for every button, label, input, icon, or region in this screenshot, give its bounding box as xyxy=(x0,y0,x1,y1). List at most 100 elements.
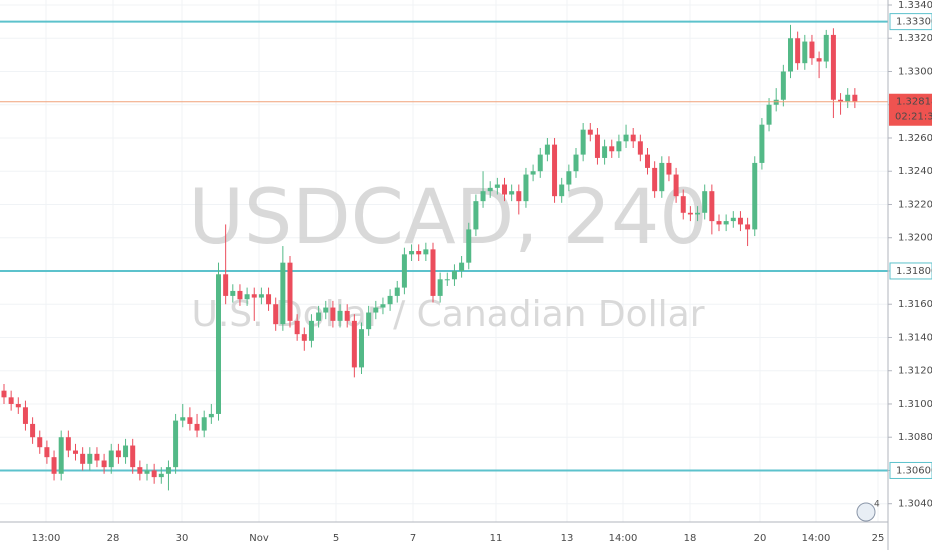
x-tick-label: 13:00 xyxy=(32,533,61,544)
y-tick-label: 1.33400 xyxy=(898,0,932,11)
candle-body xyxy=(201,417,207,431)
candle-body xyxy=(802,41,808,64)
candle-body xyxy=(280,262,286,325)
candle-body xyxy=(1,390,7,398)
candle-body xyxy=(8,397,14,404)
candle-body xyxy=(58,437,64,474)
candle-body xyxy=(723,221,729,225)
last-price-box xyxy=(889,93,932,126)
candle-body xyxy=(330,307,336,321)
candle-body xyxy=(530,171,536,175)
candle-body xyxy=(487,187,493,192)
candle-body xyxy=(387,295,393,305)
candle-body xyxy=(237,290,243,300)
candle-body xyxy=(809,41,815,59)
candle-body xyxy=(516,191,522,202)
candle-body xyxy=(559,184,565,197)
candle-body xyxy=(108,450,114,468)
candle-body xyxy=(823,34,829,62)
candle-body xyxy=(788,38,793,72)
candle-body xyxy=(523,174,529,202)
candle-body xyxy=(594,134,600,158)
candle-body xyxy=(852,94,858,102)
x-tick-label: 14:00 xyxy=(802,533,831,544)
y-tick-label: 1.31000 xyxy=(898,399,932,410)
candle-body xyxy=(795,38,801,64)
candle-body xyxy=(216,274,221,414)
candle-body xyxy=(359,329,364,368)
badge-count[interactable]: 4 xyxy=(874,500,880,510)
x-tick-label: 14:00 xyxy=(609,533,638,544)
candle-body xyxy=(187,417,193,424)
x-tick-label: 18 xyxy=(684,533,697,544)
candle-body xyxy=(337,310,343,321)
candle-body xyxy=(494,184,500,188)
candle-body xyxy=(316,312,322,321)
candle-body xyxy=(437,279,443,296)
candle-body xyxy=(115,450,121,458)
candle-body xyxy=(602,146,608,158)
x-tick-label: 5 xyxy=(333,533,339,544)
level-label-box xyxy=(889,262,932,280)
candle-body xyxy=(266,294,272,305)
candle-body xyxy=(680,196,686,213)
candle-body xyxy=(130,445,136,468)
candle-body xyxy=(637,141,643,155)
candle-body xyxy=(409,251,415,255)
candle-body xyxy=(645,154,650,168)
candle-body xyxy=(180,417,186,421)
candle-body xyxy=(344,310,350,321)
candle-body xyxy=(308,320,314,341)
candle-body xyxy=(351,320,357,368)
candle-body xyxy=(223,274,229,296)
level-label-box xyxy=(889,13,932,31)
candle-body xyxy=(466,229,472,263)
candle-body xyxy=(480,191,486,202)
badge-circle[interactable] xyxy=(856,502,876,522)
candle-body xyxy=(87,453,93,464)
candle-body xyxy=(65,437,71,451)
candle-body xyxy=(716,221,722,225)
candle-body xyxy=(44,447,50,458)
candle-body xyxy=(165,467,171,474)
candle-body xyxy=(752,162,758,230)
candle-body xyxy=(380,304,386,308)
candle-body xyxy=(659,162,665,192)
y-tick-label: 1.31200 xyxy=(898,366,932,377)
candle-body xyxy=(373,307,379,313)
candle-body xyxy=(258,294,264,298)
candle-body xyxy=(173,420,179,468)
candle-body xyxy=(737,217,743,225)
candle-body xyxy=(137,467,143,474)
candle-body xyxy=(838,99,844,102)
candle-body xyxy=(51,457,57,474)
badge-icon[interactable]: 4 xyxy=(856,500,880,522)
y-tick-label: 1.32000 xyxy=(898,233,932,244)
x-tick-label: 13 xyxy=(561,533,574,544)
candle-body xyxy=(151,470,157,478)
watermark-title: USDCAD, 240 xyxy=(188,172,707,261)
plot xyxy=(0,20,888,491)
candle-body xyxy=(780,71,786,100)
candle-body xyxy=(830,34,836,100)
x-tick-label: 25 xyxy=(872,533,885,544)
candle-body xyxy=(580,129,586,155)
candle-body xyxy=(609,146,615,152)
candle-body xyxy=(251,294,257,298)
candle-body xyxy=(73,450,78,454)
y-tick-label: 1.32200 xyxy=(898,199,932,210)
candle-body xyxy=(94,453,100,461)
candle-body xyxy=(323,307,329,313)
candle-body xyxy=(816,58,822,62)
candle-body xyxy=(623,134,629,142)
candle-body xyxy=(709,191,715,222)
candle-body xyxy=(123,445,129,458)
y-tick-label: 1.30800 xyxy=(898,432,932,443)
y-tick-label: 1.33200 xyxy=(898,33,932,44)
x-tick-label: 28 xyxy=(107,533,120,544)
candle-body xyxy=(730,217,736,222)
level-label: 1.31800 xyxy=(896,266,932,277)
y-tick-label: 1.30400 xyxy=(898,499,932,510)
candle-body xyxy=(702,191,708,213)
